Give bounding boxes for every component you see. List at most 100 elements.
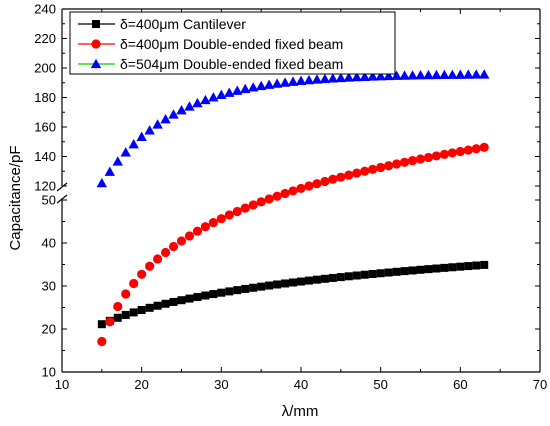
data-point bbox=[145, 303, 154, 312]
data-point bbox=[144, 125, 155, 135]
data-point bbox=[265, 281, 274, 290]
data-point bbox=[408, 266, 417, 275]
data-point bbox=[399, 70, 410, 80]
y-tick-label: 30 bbox=[42, 279, 56, 294]
data-point bbox=[128, 138, 139, 149]
data-point bbox=[303, 74, 315, 85]
data-point bbox=[311, 74, 323, 84]
data-point bbox=[192, 226, 203, 236]
data-point bbox=[455, 69, 466, 79]
y-axis-title: Capacitance/pF bbox=[7, 145, 24, 250]
data-point bbox=[384, 161, 394, 171]
data-point bbox=[177, 296, 186, 305]
data-point bbox=[359, 71, 370, 81]
x-tick-label: 70 bbox=[533, 377, 547, 392]
data-point bbox=[288, 186, 298, 196]
data-point bbox=[105, 317, 115, 327]
data-point bbox=[407, 70, 418, 80]
data-point bbox=[113, 301, 123, 312]
legend-marker bbox=[91, 39, 101, 49]
data-point bbox=[104, 166, 115, 176]
data-point bbox=[137, 269, 147, 279]
data-point bbox=[319, 73, 331, 84]
data-point bbox=[440, 263, 449, 272]
data-point bbox=[193, 292, 202, 301]
legend-label: δ=504μm Double-ended fixed beam bbox=[120, 56, 343, 72]
data-point bbox=[184, 231, 195, 241]
data-point bbox=[320, 274, 329, 283]
x-tick-label: 40 bbox=[294, 377, 308, 392]
data-point bbox=[240, 83, 251, 94]
data-point bbox=[121, 310, 130, 319]
data-point bbox=[344, 170, 354, 180]
legend-marker bbox=[90, 58, 102, 69]
data-point bbox=[415, 70, 426, 80]
y-tick-label: 240 bbox=[34, 2, 56, 17]
data-point bbox=[176, 236, 187, 246]
data-point bbox=[400, 267, 409, 276]
data-point bbox=[343, 72, 354, 82]
data-point bbox=[344, 272, 353, 281]
series-layer bbox=[96, 69, 490, 347]
data-point bbox=[216, 89, 227, 100]
data-point bbox=[431, 151, 442, 161]
data-point bbox=[327, 73, 339, 83]
data-point bbox=[368, 164, 378, 174]
data-point bbox=[424, 265, 433, 274]
y-tick-label: 220 bbox=[34, 31, 56, 46]
data-point bbox=[256, 197, 266, 207]
y-tick-label: 200 bbox=[34, 61, 56, 76]
data-point bbox=[304, 181, 314, 191]
data-point bbox=[455, 146, 465, 157]
data-point bbox=[297, 277, 305, 286]
data-point bbox=[281, 279, 290, 288]
data-point bbox=[431, 69, 442, 80]
data-point bbox=[184, 101, 195, 111]
legend-label: δ=400μm Double-ended fixed beam bbox=[120, 36, 343, 52]
data-point bbox=[384, 268, 393, 277]
data-point bbox=[279, 77, 291, 87]
data-point bbox=[224, 87, 235, 97]
data-point bbox=[336, 172, 346, 182]
data-point bbox=[121, 289, 131, 299]
data-point bbox=[479, 69, 490, 79]
data-point bbox=[423, 152, 434, 163]
data-point bbox=[200, 94, 211, 105]
data-point bbox=[479, 142, 489, 152]
data-point bbox=[176, 105, 187, 115]
data-point bbox=[376, 269, 385, 278]
data-point bbox=[97, 336, 107, 347]
data-point bbox=[407, 156, 418, 166]
data-point bbox=[248, 82, 259, 92]
y-tick-label: 50 bbox=[42, 193, 56, 208]
data-point bbox=[368, 269, 377, 278]
data-point bbox=[129, 278, 139, 289]
data-point bbox=[360, 166, 370, 176]
data-point bbox=[120, 147, 131, 157]
data-point bbox=[312, 275, 321, 284]
data-point bbox=[320, 176, 330, 187]
data-point bbox=[255, 80, 267, 91]
data-point bbox=[160, 247, 171, 258]
data-point bbox=[153, 301, 162, 310]
data-point bbox=[383, 70, 394, 81]
data-point bbox=[439, 149, 449, 160]
data-point bbox=[472, 261, 481, 270]
data-point bbox=[192, 97, 203, 108]
data-point bbox=[264, 194, 274, 204]
data-point bbox=[225, 287, 234, 296]
x-axis-title: λ/mm bbox=[282, 403, 319, 420]
x-tick-label: 20 bbox=[134, 377, 148, 392]
legend-marker bbox=[92, 20, 100, 28]
y-tick-label: 40 bbox=[42, 236, 56, 251]
data-point bbox=[112, 156, 123, 166]
data-point bbox=[392, 267, 401, 276]
data-point bbox=[185, 294, 194, 303]
data-point bbox=[137, 306, 146, 315]
data-point bbox=[463, 69, 474, 79]
data-point bbox=[448, 263, 457, 272]
data-point bbox=[304, 276, 313, 285]
legend-label: δ=400μm Cantilever bbox=[120, 16, 246, 32]
data-point bbox=[351, 71, 362, 82]
